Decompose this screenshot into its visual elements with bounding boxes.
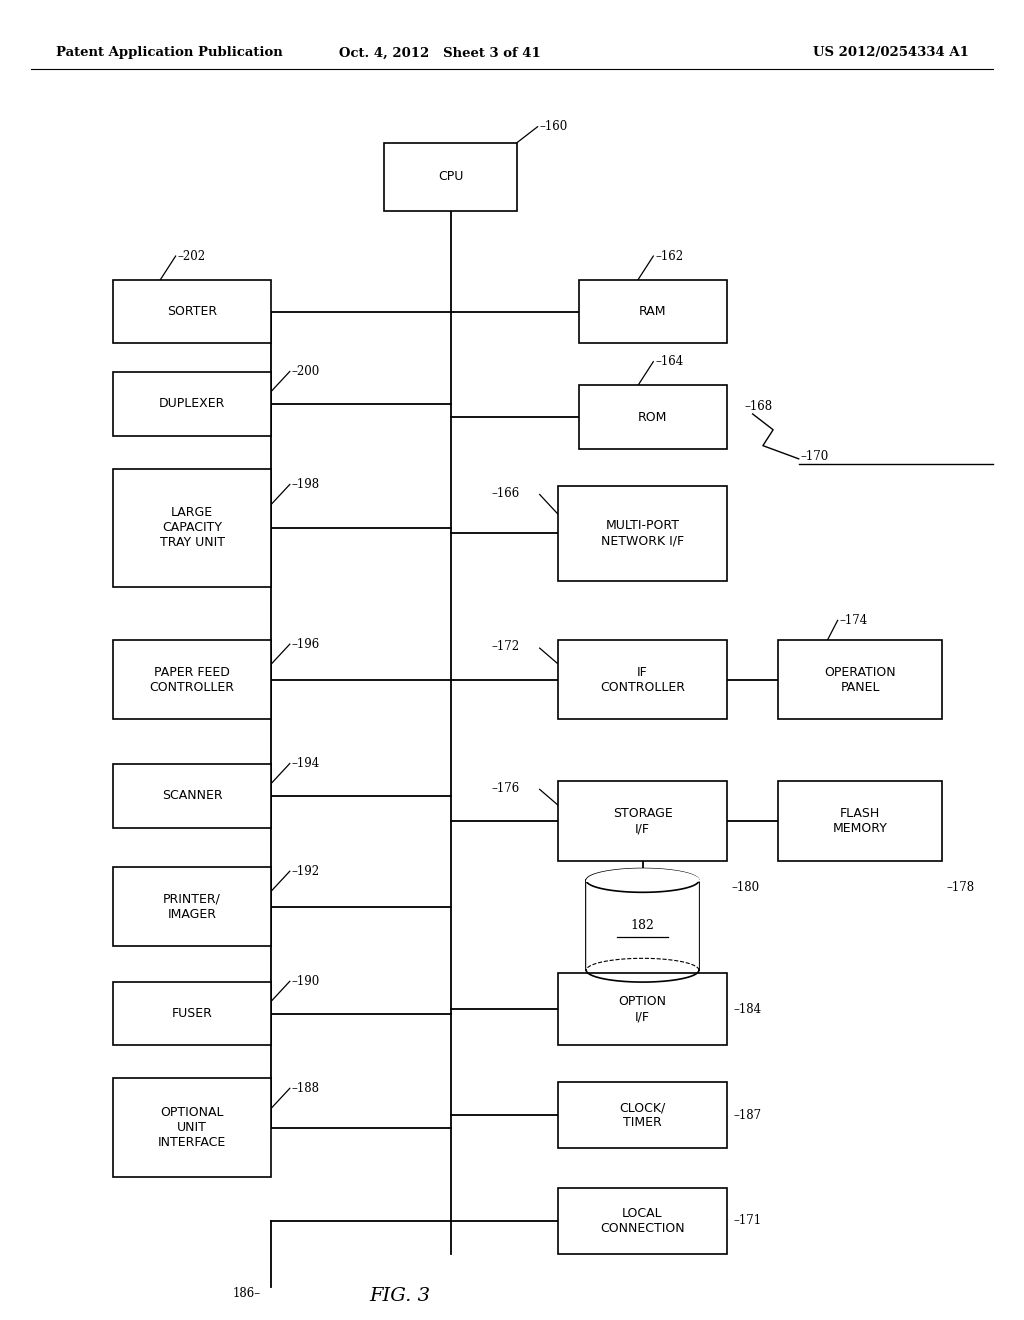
Text: –162: –162 — [655, 249, 683, 263]
FancyBboxPatch shape — [778, 781, 942, 861]
Text: OPERATION
PANEL: OPERATION PANEL — [824, 665, 896, 694]
Text: –187: –187 — [733, 1109, 761, 1122]
Text: –188: –188 — [292, 1082, 319, 1094]
FancyBboxPatch shape — [113, 982, 271, 1045]
Text: SCANNER: SCANNER — [162, 789, 222, 803]
Text: LOCAL
CONNECTION: LOCAL CONNECTION — [600, 1206, 685, 1236]
Text: –168: –168 — [744, 400, 772, 413]
Text: –170: –170 — [801, 450, 829, 463]
FancyBboxPatch shape — [579, 280, 727, 343]
Text: US 2012/0254334 A1: US 2012/0254334 A1 — [813, 46, 969, 59]
FancyBboxPatch shape — [113, 469, 271, 587]
Text: 182: 182 — [631, 919, 654, 932]
Text: –174: –174 — [840, 614, 868, 627]
FancyBboxPatch shape — [113, 764, 271, 828]
Text: FUSER: FUSER — [172, 1007, 212, 1020]
Text: 186–: 186– — [233, 1287, 261, 1300]
FancyBboxPatch shape — [558, 781, 727, 861]
Text: OPTION
I/F: OPTION I/F — [618, 995, 667, 1023]
Text: CLOCK/
TIMER: CLOCK/ TIMER — [620, 1101, 666, 1130]
FancyBboxPatch shape — [113, 372, 271, 436]
Text: –200: –200 — [292, 364, 321, 378]
Text: SORTER: SORTER — [167, 305, 217, 318]
FancyBboxPatch shape — [558, 973, 727, 1045]
FancyBboxPatch shape — [558, 1082, 727, 1148]
FancyBboxPatch shape — [579, 385, 727, 449]
Text: –192: –192 — [292, 865, 319, 878]
Text: RAM: RAM — [639, 305, 667, 318]
FancyBboxPatch shape — [113, 1078, 271, 1177]
Text: STORAGE
I/F: STORAGE I/F — [612, 807, 673, 836]
Polygon shape — [586, 869, 699, 970]
Text: –160: –160 — [540, 120, 568, 133]
Text: –194: –194 — [292, 756, 321, 770]
Text: –180: –180 — [731, 880, 759, 894]
Text: –166: –166 — [492, 487, 520, 500]
FancyBboxPatch shape — [113, 640, 271, 719]
Text: –172: –172 — [492, 640, 519, 653]
Text: ROM: ROM — [638, 411, 668, 424]
FancyBboxPatch shape — [113, 280, 271, 343]
Text: OPTIONAL
UNIT
INTERFACE: OPTIONAL UNIT INTERFACE — [158, 1106, 226, 1150]
Text: MULTI-PORT
NETWORK I/F: MULTI-PORT NETWORK I/F — [601, 519, 684, 548]
Text: –190: –190 — [292, 974, 321, 987]
Text: Oct. 4, 2012   Sheet 3 of 41: Oct. 4, 2012 Sheet 3 of 41 — [339, 46, 542, 59]
Text: –198: –198 — [292, 478, 319, 491]
Text: PAPER FEED
CONTROLLER: PAPER FEED CONTROLLER — [150, 665, 234, 694]
Text: IF
CONTROLLER: IF CONTROLLER — [600, 665, 685, 694]
Text: –202: –202 — [178, 249, 206, 263]
FancyBboxPatch shape — [778, 640, 942, 719]
Text: FIG. 3: FIG. 3 — [369, 1287, 430, 1305]
Text: –196: –196 — [292, 638, 321, 651]
Text: PRINTER/
IMAGER: PRINTER/ IMAGER — [163, 892, 221, 921]
FancyBboxPatch shape — [384, 143, 517, 211]
Text: Patent Application Publication: Patent Application Publication — [56, 46, 283, 59]
Text: –164: –164 — [655, 355, 684, 368]
FancyBboxPatch shape — [558, 1188, 727, 1254]
Text: –184: –184 — [733, 1003, 761, 1015]
Text: DUPLEXER: DUPLEXER — [159, 397, 225, 411]
Text: –176: –176 — [492, 781, 520, 795]
FancyBboxPatch shape — [558, 640, 727, 719]
Text: LARGE
CAPACITY
TRAY UNIT: LARGE CAPACITY TRAY UNIT — [160, 507, 224, 549]
Text: CPU: CPU — [438, 170, 463, 183]
Text: FLASH
MEMORY: FLASH MEMORY — [833, 807, 888, 836]
FancyBboxPatch shape — [558, 486, 727, 581]
FancyBboxPatch shape — [113, 867, 271, 946]
Text: –178: –178 — [946, 880, 974, 894]
Text: –171: –171 — [733, 1214, 761, 1228]
